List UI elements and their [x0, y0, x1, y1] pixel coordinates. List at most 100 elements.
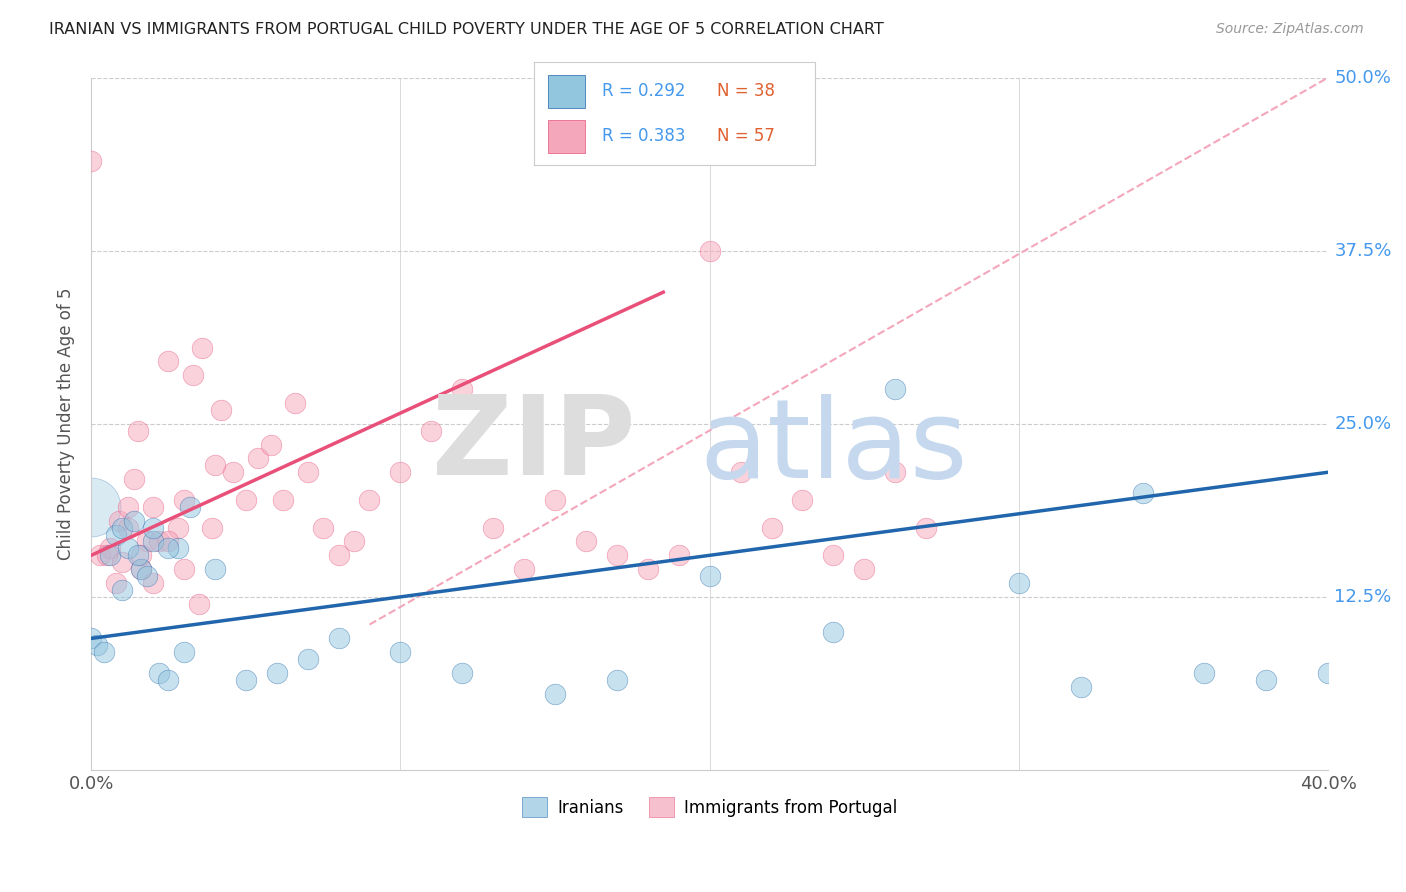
- Point: [823, 549, 845, 563]
- Point: [222, 465, 245, 479]
- Point: [117, 541, 139, 556]
- Point: [204, 562, 226, 576]
- Point: [135, 534, 157, 549]
- Point: [420, 424, 443, 438]
- Point: [544, 492, 567, 507]
- Point: [209, 403, 232, 417]
- Point: [86, 638, 108, 652]
- Point: [606, 673, 628, 687]
- Point: [884, 382, 907, 396]
- Point: [853, 562, 876, 576]
- Point: [142, 534, 165, 549]
- Point: [127, 424, 149, 438]
- Point: [135, 569, 157, 583]
- Point: [166, 541, 188, 556]
- Text: 50.0%: 50.0%: [1334, 69, 1391, 87]
- Point: [111, 521, 134, 535]
- Point: [266, 666, 288, 681]
- Point: [389, 645, 412, 659]
- Text: N = 57: N = 57: [717, 128, 775, 145]
- Text: 25.0%: 25.0%: [1334, 415, 1392, 433]
- Point: [1256, 673, 1278, 687]
- Point: [142, 500, 165, 514]
- Point: [191, 341, 214, 355]
- Point: [699, 244, 721, 258]
- Point: [328, 632, 350, 646]
- Text: R = 0.292: R = 0.292: [602, 82, 685, 100]
- Text: N = 38: N = 38: [717, 82, 775, 100]
- Point: [451, 666, 474, 681]
- Point: [96, 549, 118, 563]
- Point: [111, 582, 134, 597]
- Point: [111, 555, 134, 569]
- Point: [98, 541, 121, 556]
- Text: 12.5%: 12.5%: [1334, 588, 1392, 606]
- Point: [142, 521, 165, 535]
- Point: [451, 382, 474, 396]
- Point: [823, 624, 845, 639]
- Point: [343, 534, 366, 549]
- Point: [699, 569, 721, 583]
- Point: [1008, 576, 1031, 591]
- Text: ZIP: ZIP: [432, 391, 636, 498]
- Point: [148, 534, 170, 549]
- Point: [129, 562, 152, 576]
- Point: [606, 549, 628, 563]
- Point: [668, 549, 690, 563]
- Point: [1317, 666, 1340, 681]
- Point: [157, 534, 180, 549]
- Point: [259, 437, 281, 451]
- Point: [884, 465, 907, 479]
- Point: [915, 521, 938, 535]
- Point: [297, 465, 319, 479]
- Point: [359, 492, 381, 507]
- Point: [104, 527, 127, 541]
- Point: [482, 521, 505, 535]
- Bar: [548, 120, 585, 153]
- Point: [93, 645, 115, 659]
- Y-axis label: Child Poverty Under the Age of 5: Child Poverty Under the Age of 5: [58, 287, 75, 560]
- Point: [173, 492, 195, 507]
- Text: Source: ZipAtlas.com: Source: ZipAtlas.com: [1216, 22, 1364, 37]
- Text: IRANIAN VS IMMIGRANTS FROM PORTUGAL CHILD POVERTY UNDER THE AGE OF 5 CORRELATION: IRANIAN VS IMMIGRANTS FROM PORTUGAL CHIL…: [49, 22, 884, 37]
- Point: [80, 500, 103, 514]
- Point: [117, 500, 139, 514]
- Text: 37.5%: 37.5%: [1334, 242, 1392, 260]
- Point: [104, 576, 127, 591]
- Point: [513, 562, 536, 576]
- Point: [284, 396, 307, 410]
- Point: [271, 492, 294, 507]
- Point: [181, 368, 204, 383]
- Point: [129, 549, 152, 563]
- Point: [129, 562, 152, 576]
- Point: [173, 645, 195, 659]
- Point: [142, 576, 165, 591]
- Point: [148, 666, 170, 681]
- Point: [235, 673, 257, 687]
- Point: [157, 673, 180, 687]
- Text: R = 0.383: R = 0.383: [602, 128, 685, 145]
- Point: [98, 549, 121, 563]
- Point: [761, 521, 783, 535]
- Point: [1070, 680, 1092, 694]
- Point: [179, 500, 201, 514]
- Point: [108, 514, 131, 528]
- Point: [204, 458, 226, 473]
- Point: [173, 562, 195, 576]
- Point: [792, 492, 814, 507]
- Point: [1194, 666, 1216, 681]
- Legend: Iranians, Immigrants from Portugal: Iranians, Immigrants from Portugal: [516, 790, 904, 824]
- Point: [328, 549, 350, 563]
- Point: [124, 472, 146, 486]
- Point: [157, 354, 180, 368]
- Bar: [548, 75, 585, 108]
- Point: [389, 465, 412, 479]
- Point: [637, 562, 659, 576]
- Point: [127, 549, 149, 563]
- Point: [157, 541, 180, 556]
- Point: [80, 153, 103, 168]
- Point: [297, 652, 319, 666]
- Point: [89, 549, 111, 563]
- Point: [1132, 486, 1154, 500]
- Point: [575, 534, 598, 549]
